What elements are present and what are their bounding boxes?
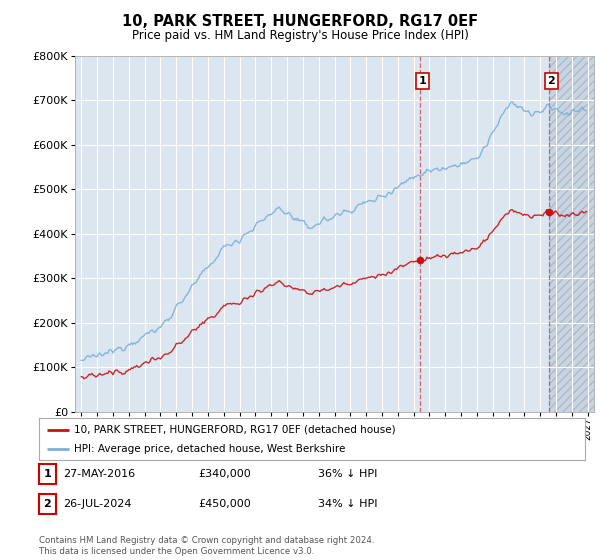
Text: 10, PARK STREET, HUNGERFORD, RG17 0EF: 10, PARK STREET, HUNGERFORD, RG17 0EF <box>122 14 478 29</box>
Text: Contains HM Land Registry data © Crown copyright and database right 2024.
This d: Contains HM Land Registry data © Crown c… <box>39 536 374 556</box>
Text: Price paid vs. HM Land Registry's House Price Index (HPI): Price paid vs. HM Land Registry's House … <box>131 29 469 42</box>
Text: 10, PARK STREET, HUNGERFORD, RG17 0EF (detached house): 10, PARK STREET, HUNGERFORD, RG17 0EF (d… <box>74 424 396 435</box>
Text: 26-JUL-2024: 26-JUL-2024 <box>63 499 131 509</box>
Text: £340,000: £340,000 <box>198 469 251 479</box>
Point <box>544 207 554 216</box>
Text: 1: 1 <box>419 76 427 86</box>
Text: 2: 2 <box>44 499 51 509</box>
Text: 34% ↓ HPI: 34% ↓ HPI <box>318 499 377 509</box>
Point <box>415 256 425 265</box>
Text: £450,000: £450,000 <box>198 499 251 509</box>
Text: HPI: Average price, detached house, West Berkshire: HPI: Average price, detached house, West… <box>74 444 346 454</box>
Text: 27-MAY-2016: 27-MAY-2016 <box>63 469 135 479</box>
Bar <box>549 56 594 412</box>
Text: 36% ↓ HPI: 36% ↓ HPI <box>318 469 377 479</box>
Text: 1: 1 <box>44 469 51 479</box>
Text: 2: 2 <box>547 76 555 86</box>
